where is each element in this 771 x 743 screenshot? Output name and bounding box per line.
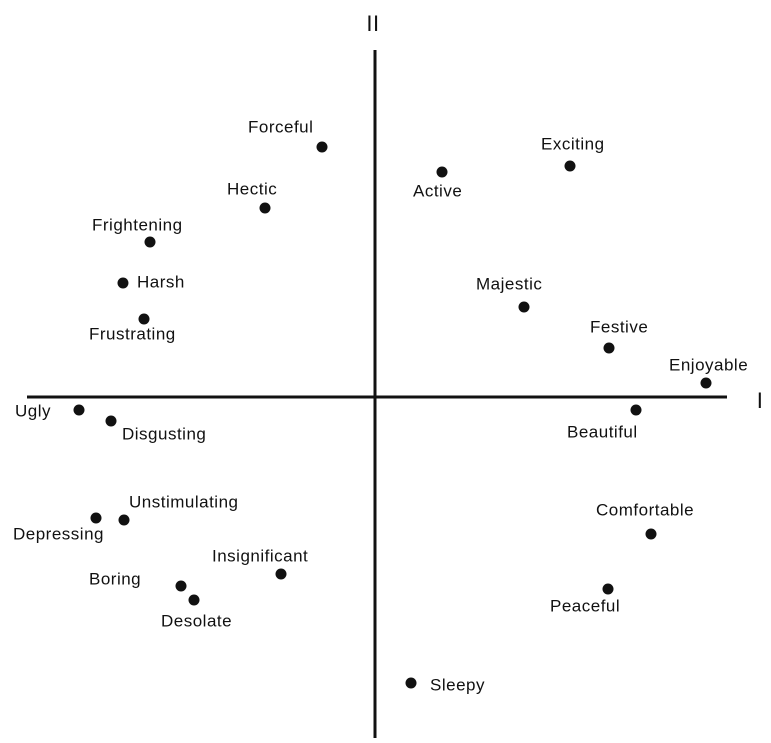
point-label: Desolate bbox=[161, 611, 232, 630]
point bbox=[188, 594, 200, 606]
point bbox=[105, 415, 117, 427]
point-label: Majestic bbox=[476, 274, 542, 293]
point bbox=[602, 583, 614, 595]
point-label: Comfortable bbox=[596, 500, 694, 519]
point bbox=[90, 512, 102, 524]
point bbox=[117, 277, 129, 289]
point bbox=[316, 141, 328, 153]
point-label: Enjoyable bbox=[669, 355, 748, 374]
point-label: Beautiful bbox=[567, 422, 638, 441]
point bbox=[275, 568, 287, 580]
point bbox=[564, 160, 576, 172]
point bbox=[436, 166, 448, 178]
point bbox=[73, 404, 85, 416]
point-label: Active bbox=[413, 181, 462, 200]
point-label: Depressing bbox=[13, 524, 104, 543]
point bbox=[518, 301, 530, 313]
point bbox=[118, 514, 130, 526]
point bbox=[175, 580, 187, 592]
point-label: Peaceful bbox=[550, 596, 620, 615]
point-label: Disgusting bbox=[122, 424, 206, 443]
point bbox=[405, 677, 417, 689]
point-label: Festive bbox=[590, 317, 648, 336]
point-label: Unstimulating bbox=[129, 492, 239, 511]
point-label: Forceful bbox=[248, 117, 313, 136]
point-label: Ugly bbox=[15, 401, 51, 420]
point-label: Frustrating bbox=[89, 324, 176, 343]
vertical-axis-label: II bbox=[366, 11, 379, 36]
point-label: Insignificant bbox=[212, 546, 308, 565]
point bbox=[645, 528, 657, 540]
point bbox=[603, 342, 615, 354]
point-label: Harsh bbox=[137, 272, 185, 291]
point-label: Exciting bbox=[541, 134, 605, 153]
point bbox=[138, 313, 150, 325]
point bbox=[259, 202, 271, 214]
point-label: Boring bbox=[89, 569, 141, 588]
point-label: Sleepy bbox=[430, 675, 485, 694]
point bbox=[144, 236, 156, 248]
point bbox=[630, 404, 642, 416]
horizontal-axis-label: I bbox=[757, 388, 764, 413]
point-label: Frightening bbox=[92, 215, 183, 234]
point-label: Hectic bbox=[227, 179, 277, 198]
point bbox=[700, 377, 712, 389]
